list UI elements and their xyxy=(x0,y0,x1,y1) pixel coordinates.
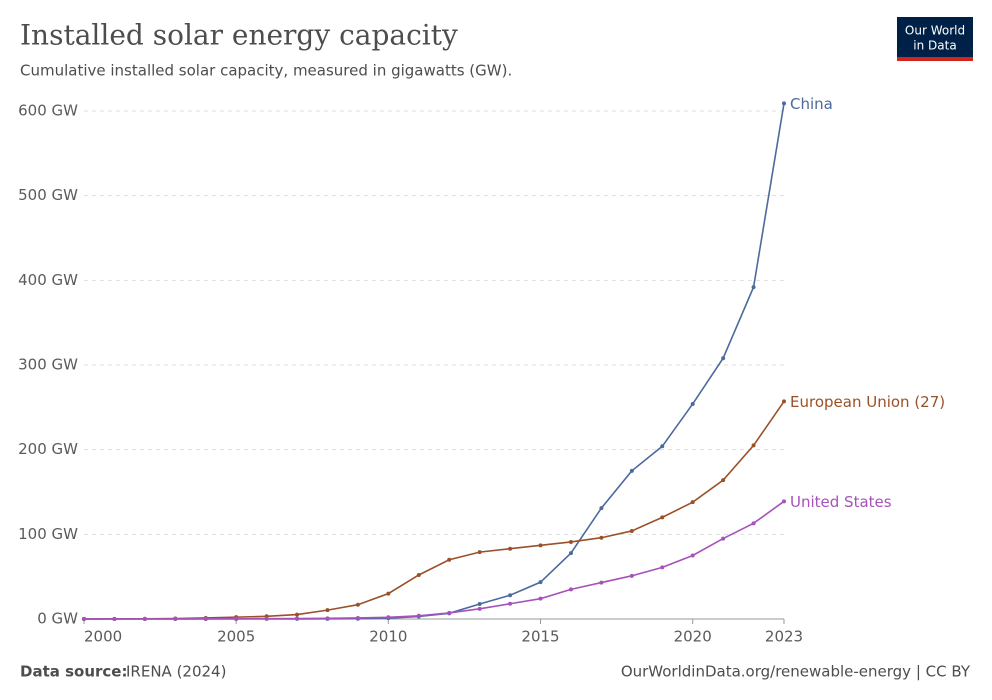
x-tick-label: 2015 xyxy=(521,628,559,646)
point xyxy=(782,399,786,404)
series-line xyxy=(84,103,785,620)
point xyxy=(629,573,634,578)
point xyxy=(447,610,452,615)
point xyxy=(660,444,665,449)
point xyxy=(721,356,726,361)
footer-url: OurWorldinData.org/renewable-energy | CC… xyxy=(621,663,971,681)
point xyxy=(751,521,756,526)
series-label: China xyxy=(790,95,833,113)
x-tick-label: 2000 xyxy=(84,628,122,646)
point xyxy=(751,285,756,290)
point xyxy=(538,580,543,585)
y-tick-label: 600 GW xyxy=(18,102,78,120)
point xyxy=(142,616,147,621)
point xyxy=(660,565,665,570)
point xyxy=(690,401,695,406)
y-tick-label: 100 GW xyxy=(18,525,78,543)
source: IRENA (2024) xyxy=(126,663,226,681)
chart-title: Installed solar energy capacity xyxy=(20,19,458,52)
logo-bar xyxy=(897,57,973,61)
point xyxy=(386,615,391,620)
y-tick-label: 500 GW xyxy=(18,186,78,204)
point xyxy=(416,572,421,577)
point xyxy=(690,500,695,505)
x-tick-label: 2020 xyxy=(674,628,712,646)
series-label: European Union (27) xyxy=(790,393,945,411)
point xyxy=(538,543,543,548)
point xyxy=(751,443,756,448)
x-tick-label: 2005 xyxy=(217,628,255,646)
logo-box xyxy=(897,17,973,57)
point xyxy=(721,478,726,483)
point xyxy=(477,550,482,555)
point xyxy=(508,546,513,551)
point xyxy=(690,553,695,558)
series-line xyxy=(83,500,785,620)
series-line xyxy=(83,400,785,620)
point xyxy=(82,616,86,621)
point xyxy=(112,616,117,621)
point xyxy=(203,616,208,621)
point xyxy=(660,515,665,520)
point xyxy=(721,536,726,541)
point xyxy=(325,608,330,613)
point xyxy=(508,593,513,598)
x-tick-label: 2023 xyxy=(765,628,803,646)
y-tick-label: 200 GW xyxy=(18,440,78,458)
point xyxy=(416,613,421,618)
chart-subtitle: Cumulative installed solar capacity, mea… xyxy=(20,62,512,80)
point xyxy=(599,506,604,511)
point xyxy=(447,557,452,562)
point xyxy=(599,535,604,540)
point xyxy=(477,606,482,611)
point xyxy=(568,587,573,592)
y-tick-label: 400 GW xyxy=(18,271,78,289)
point xyxy=(782,101,786,106)
point xyxy=(538,596,543,601)
point xyxy=(568,551,573,556)
logo-text: Our World xyxy=(905,24,965,38)
point xyxy=(599,580,604,585)
source-label: Data source: xyxy=(20,663,127,681)
series-label: United States xyxy=(790,493,892,511)
point xyxy=(234,616,239,621)
point xyxy=(173,616,178,621)
point xyxy=(295,612,300,617)
point xyxy=(568,539,573,544)
point xyxy=(386,591,391,596)
point xyxy=(782,499,786,504)
point xyxy=(629,468,634,473)
logo-text: in Data xyxy=(913,39,956,53)
x-tick-label: 2010 xyxy=(369,628,407,646)
point xyxy=(325,616,330,621)
point xyxy=(355,602,360,607)
point xyxy=(295,616,300,621)
point xyxy=(264,616,269,621)
point xyxy=(508,601,513,606)
point xyxy=(629,528,634,533)
point xyxy=(477,602,482,607)
y-tick-label: 0 GW xyxy=(37,610,78,628)
point xyxy=(355,615,360,620)
y-tick-label: 300 GW xyxy=(18,356,78,374)
